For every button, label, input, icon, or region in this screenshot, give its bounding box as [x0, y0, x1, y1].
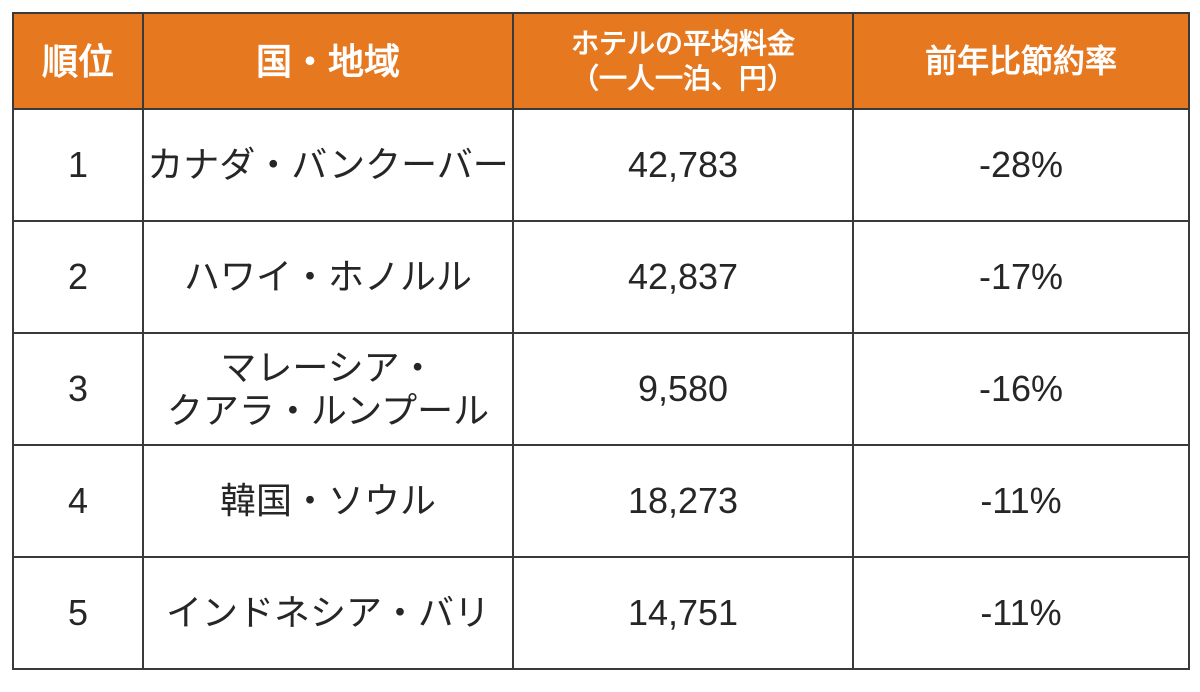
ranking-table: 順位 国・地域 ホテルの平均料金（一人一泊、円） 前年比節約率 1 カナダ・バン… [12, 12, 1190, 670]
cell-savings: -11% [853, 445, 1189, 557]
table-row: 1 カナダ・バンクーバー 42,783 -28% [13, 109, 1189, 221]
cell-price: 18,273 [513, 445, 853, 557]
cell-savings: -16% [853, 333, 1189, 445]
cell-rank: 4 [13, 445, 143, 557]
cell-region: インドネシア・バリ [143, 557, 513, 669]
cell-savings: -17% [853, 221, 1189, 333]
cell-region: ハワイ・ホノルル [143, 221, 513, 333]
cell-savings: -11% [853, 557, 1189, 669]
cell-price: 42,783 [513, 109, 853, 221]
table-row: 4 韓国・ソウル 18,273 -11% [13, 445, 1189, 557]
table-header-row: 順位 国・地域 ホテルの平均料金（一人一泊、円） 前年比節約率 [13, 13, 1189, 109]
cell-price: 9,580 [513, 333, 853, 445]
cell-rank: 3 [13, 333, 143, 445]
cell-savings: -28% [853, 109, 1189, 221]
header-region: 国・地域 [143, 13, 513, 109]
table-row: 5 インドネシア・バリ 14,751 -11% [13, 557, 1189, 669]
cell-price: 42,837 [513, 221, 853, 333]
cell-rank: 2 [13, 221, 143, 333]
cell-region: カナダ・バンクーバー [143, 109, 513, 221]
cell-price: 14,751 [513, 557, 853, 669]
cell-rank: 5 [13, 557, 143, 669]
table-row: 2 ハワイ・ホノルル 42,837 -17% [13, 221, 1189, 333]
header-savings: 前年比節約率 [853, 13, 1189, 109]
cell-region: 韓国・ソウル [143, 445, 513, 557]
header-rank: 順位 [13, 13, 143, 109]
header-price: ホテルの平均料金（一人一泊、円） [513, 13, 853, 109]
cell-region: マレーシア・クアラ・ルンプール [143, 333, 513, 445]
table-row: 3 マレーシア・クアラ・ルンプール 9,580 -16% [13, 333, 1189, 445]
cell-rank: 1 [13, 109, 143, 221]
